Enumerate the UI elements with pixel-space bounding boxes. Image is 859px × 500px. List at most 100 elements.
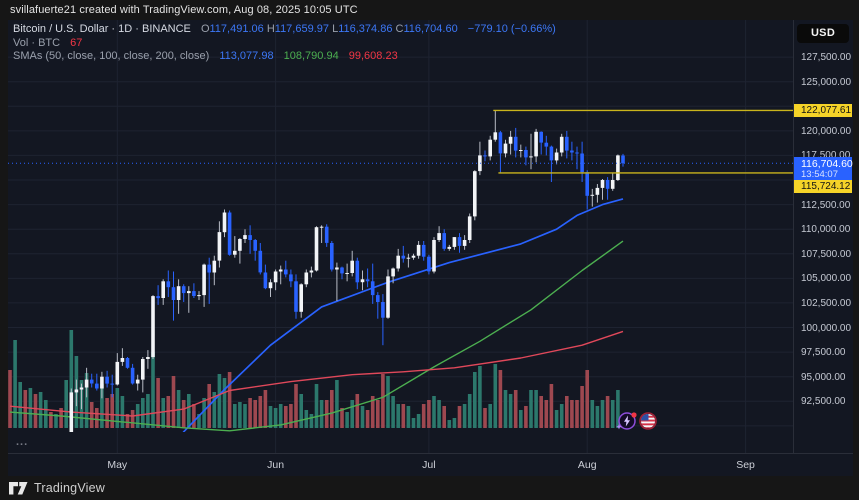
candle bbox=[151, 296, 155, 358]
candlestick-chart[interactable] bbox=[8, 20, 793, 453]
candle bbox=[278, 269, 283, 272]
news-flash-event-icon[interactable] bbox=[616, 412, 637, 430]
price-axis-label: 127,500.00 bbox=[801, 52, 852, 64]
low-value: 116,374.86 bbox=[338, 23, 393, 35]
collapsed-pane-dots[interactable]: ... bbox=[16, 436, 29, 448]
price-axis[interactable]: USD 127,500.00 125,000.00 120,000.00 117,50… bbox=[793, 20, 853, 476]
volume-bar bbox=[217, 374, 222, 428]
price-levels[interactable] bbox=[493, 109, 793, 174]
volume-bar bbox=[146, 394, 150, 428]
candle bbox=[386, 276, 390, 318]
candle bbox=[478, 155, 482, 172]
volume-bar bbox=[473, 372, 477, 428]
candle bbox=[299, 284, 303, 312]
volume-bar bbox=[559, 404, 564, 428]
candle bbox=[370, 281, 375, 296]
candle bbox=[115, 361, 120, 385]
candle bbox=[243, 235, 247, 239]
candle bbox=[238, 239, 242, 251]
currency-toggle-button[interactable]: USD bbox=[797, 24, 849, 43]
candle bbox=[258, 250, 263, 273]
candle bbox=[207, 264, 211, 273]
volume-bar bbox=[524, 406, 528, 428]
close-value: 116,704.60 bbox=[403, 23, 458, 35]
candle bbox=[416, 244, 421, 256]
volume-bar bbox=[442, 406, 446, 428]
candle bbox=[263, 272, 268, 289]
candle bbox=[396, 255, 400, 269]
time-axis-label-aug: Aug bbox=[577, 459, 597, 471]
candle bbox=[74, 389, 79, 393]
candle bbox=[610, 180, 615, 189]
volume-bar bbox=[69, 330, 74, 428]
candle bbox=[161, 281, 165, 298]
sma200-line bbox=[9, 330, 624, 417]
symbol-row[interactable]: Bitcoin / U.S. Dollar · 1D · BINANCE O11… bbox=[13, 23, 556, 37]
us-economic-event-icon[interactable] bbox=[639, 412, 657, 430]
candle bbox=[105, 376, 109, 384]
volume-bar bbox=[13, 340, 17, 428]
volume-bar bbox=[462, 404, 467, 428]
sma-lines bbox=[9, 198, 624, 432]
volume-bar bbox=[130, 410, 135, 428]
sma-row[interactable]: SMAs (50, close, 100, close, 200, close)… bbox=[13, 50, 556, 64]
volume-bar bbox=[289, 404, 293, 428]
volume-bar bbox=[125, 414, 130, 428]
candle bbox=[595, 187, 600, 195]
candle bbox=[447, 246, 452, 249]
volume-bar bbox=[467, 394, 472, 428]
candle bbox=[181, 286, 186, 294]
volume-bar bbox=[258, 396, 263, 428]
volume-bar bbox=[616, 390, 620, 428]
candle bbox=[212, 260, 217, 273]
candle bbox=[621, 155, 625, 164]
candle bbox=[508, 136, 513, 144]
volume-bar bbox=[360, 406, 365, 428]
sma100-line bbox=[9, 240, 624, 432]
candle bbox=[493, 132, 498, 140]
sma100-value: 108,790.94 bbox=[283, 50, 339, 62]
volume-bar bbox=[406, 406, 411, 428]
price-axis-label: 112,500.00 bbox=[801, 199, 851, 211]
volume-bar bbox=[233, 404, 237, 428]
candle bbox=[365, 279, 370, 282]
volume-bar bbox=[227, 372, 232, 428]
volume-row[interactable]: Vol · BTC 67 bbox=[13, 37, 556, 51]
volume-bar bbox=[176, 390, 181, 428]
volume-bar bbox=[120, 396, 125, 428]
candle bbox=[120, 358, 125, 362]
candle bbox=[294, 281, 298, 312]
chart-panel[interactable]: Bitcoin / U.S. Dollar · 1D · BINANCE O11… bbox=[8, 20, 793, 453]
candle bbox=[580, 153, 584, 173]
high-value: 117,659.97 bbox=[274, 23, 330, 35]
sma200-value: 99,608.23 bbox=[348, 50, 398, 62]
volume-bar bbox=[457, 406, 462, 428]
volume-bar bbox=[590, 400, 595, 428]
volume-value: 67 bbox=[70, 36, 83, 49]
candle bbox=[335, 267, 339, 270]
volume-bar bbox=[386, 376, 390, 428]
candle bbox=[519, 150, 523, 151]
price-axis-label: 92,500.00 bbox=[801, 396, 846, 408]
volume-bar bbox=[432, 396, 436, 428]
candle bbox=[401, 255, 406, 259]
time-axis[interactable]: May Jun Jul Aug Sep bbox=[8, 453, 853, 476]
candle bbox=[330, 243, 334, 270]
volume-bar bbox=[54, 414, 58, 428]
chart-legend: Bitcoin / U.S. Dollar · 1D · BINANCE O11… bbox=[13, 23, 556, 64]
candle bbox=[222, 212, 227, 233]
volume-bar bbox=[498, 370, 503, 428]
volume-bar bbox=[350, 400, 354, 428]
volume-bar bbox=[610, 400, 615, 428]
symbol-title[interactable]: Bitcoin / U.S. Dollar · 1D · BINANCE bbox=[13, 23, 191, 35]
candle bbox=[544, 142, 549, 147]
candle bbox=[503, 143, 508, 154]
candle bbox=[89, 379, 94, 384]
time-axis-label-may: May bbox=[107, 459, 128, 471]
volume-bar bbox=[355, 394, 360, 428]
candle bbox=[304, 272, 309, 285]
volume-bar bbox=[508, 394, 513, 428]
candle bbox=[442, 233, 446, 249]
candle bbox=[319, 226, 324, 228]
tradingview-logo[interactable]: TradingView bbox=[9, 481, 105, 495]
